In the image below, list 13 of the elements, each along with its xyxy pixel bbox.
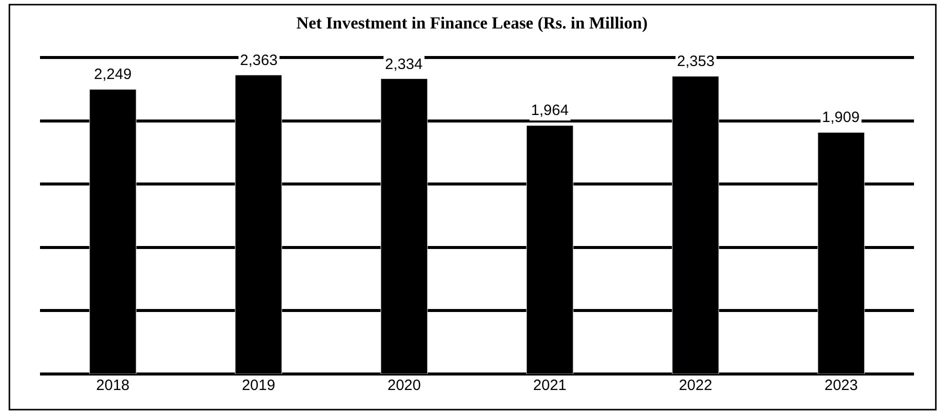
x-tick-label: 2021 (533, 377, 567, 394)
data-label: 2,353 (677, 53, 715, 70)
data-label: 1,964 (531, 102, 569, 119)
x-tick-label: 2023 (824, 377, 858, 394)
x-tick-label: 2019 (242, 377, 276, 394)
data-label: 1,909 (822, 109, 860, 126)
x-tick-label: 2020 (387, 377, 421, 394)
chart-title: Net Investment in Finance Lease (Rs. in Million) (296, 13, 648, 32)
x-tick-label: 2018 (96, 377, 130, 394)
data-label: 2,363 (240, 52, 278, 69)
data-label: 2,249 (94, 66, 132, 83)
x-tick-label: 2022 (678, 377, 712, 394)
data-label: 2,334 (385, 56, 423, 73)
